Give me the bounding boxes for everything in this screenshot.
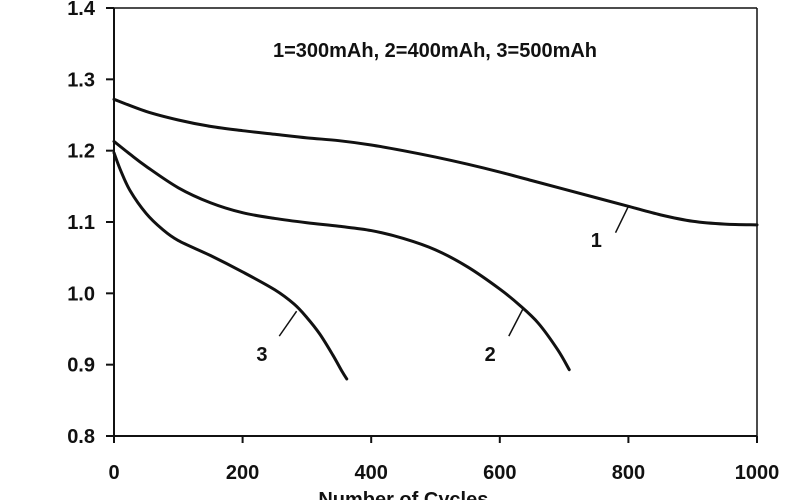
tick-labels: 0 200 400 600 800 1000 0.8 0.9 1.0 1.1 1.2 1.3 1.4 <box>67 0 779 484</box>
x-tick-label: 800 <box>612 462 645 484</box>
x-tick-label: 400 <box>355 462 388 484</box>
series-label-2: 2 <box>485 344 496 366</box>
x-axis-title: Number of Cycles <box>318 489 488 500</box>
y-tick-label: 0.8 <box>67 426 95 448</box>
series-label-3: 3 <box>256 344 267 366</box>
y-tick-label: 0.9 <box>67 355 95 377</box>
y-tick-label: 1.1 <box>67 212 95 234</box>
x-tick-label: 1000 <box>735 462 780 484</box>
series-leader-3 <box>278 310 298 337</box>
series-leader-2 <box>508 307 525 337</box>
series-line-3 <box>112 151 349 381</box>
axes <box>113 7 758 437</box>
series-layer <box>112 97 759 381</box>
x-tick-label: 0 <box>108 462 119 484</box>
capacity-annotation: 1=300mAh, 2=400mAh, 3=500mAh <box>273 40 597 62</box>
y-tick-label: 1.4 <box>67 0 96 20</box>
y-tick-label: 1.2 <box>67 141 95 163</box>
series-line-2 <box>112 139 571 372</box>
series-line-1 <box>112 97 759 227</box>
y-tick-label: 1.0 <box>67 283 95 305</box>
tick-marks <box>106 7 758 443</box>
series-leader-1 <box>614 205 630 234</box>
x-tick-label: 600 <box>483 462 516 484</box>
curve-labels: 1 2 3 <box>256 205 630 366</box>
series-label-1: 1 <box>591 230 602 252</box>
x-tick-label: 200 <box>226 462 259 484</box>
y-tick-label: 1.3 <box>67 69 95 91</box>
